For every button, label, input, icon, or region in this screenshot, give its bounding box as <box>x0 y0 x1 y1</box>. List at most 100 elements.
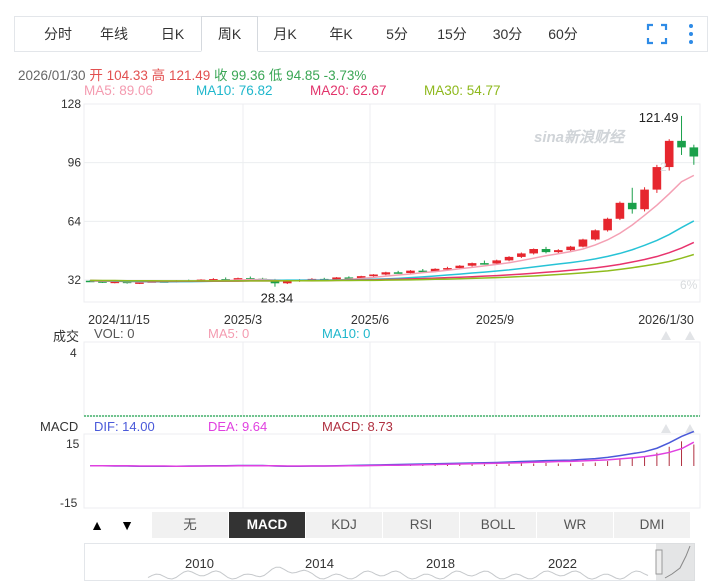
macd-y-tick-bottom: -15 <box>60 496 78 510</box>
candle-body-34 <box>504 256 514 261</box>
change-value: -3.73% <box>323 68 367 83</box>
candle-body-20 <box>332 277 341 280</box>
ma30-line <box>90 253 695 282</box>
close-value: 99.36 <box>231 68 266 83</box>
quote-row: 2026/01/30 开 104.33 高 121.49 收 99.36 低 9… <box>18 64 366 84</box>
candle-body-39 <box>566 246 575 251</box>
candle-body-40 <box>578 239 588 247</box>
tab-3[interactable]: 周K <box>201 16 258 52</box>
indicator-button-3[interactable]: RSI <box>383 512 460 538</box>
price-x-tick-3: 2025/9 <box>476 313 514 327</box>
fullscreen-icon <box>646 23 668 45</box>
candle-body-32 <box>480 263 489 265</box>
candle-body-1 <box>98 281 107 283</box>
open-label: 开 <box>89 68 103 83</box>
macd-y-tick-top: 15 <box>66 437 80 451</box>
candle-body-21 <box>344 277 354 279</box>
tab-5[interactable]: 年K <box>329 26 353 42</box>
candle-body-49 <box>689 147 699 157</box>
candle-body-35 <box>517 253 526 257</box>
candle-body-28 <box>430 268 440 272</box>
panel-arrow-icon-2 <box>661 424 671 433</box>
candle-body-25 <box>393 272 403 274</box>
price-x-tick-2: 2025/6 <box>351 313 389 327</box>
price-x-tick-1: 2025/3 <box>224 313 262 327</box>
max-price-label: 121.49 <box>639 110 679 125</box>
overview-history-line <box>147 566 649 580</box>
overview-navigator[interactable] <box>84 543 695 581</box>
price-y-tick-0: 128 <box>61 97 81 111</box>
panel-arrow-icon-0 <box>661 331 671 340</box>
scroll-up-button[interactable]: ▲ <box>90 517 104 533</box>
sina-watermark: sina新浪财经 <box>534 129 625 146</box>
tab-7[interactable]: 15分 <box>437 26 467 42</box>
candle-body-38 <box>554 250 563 253</box>
macd-plot-frame <box>83 433 701 509</box>
dif-legend: DIF: 14.00 <box>94 419 155 434</box>
overview-year-3: 2022 <box>548 556 577 571</box>
high-value: 121.49 <box>168 68 211 83</box>
candle-body-36 <box>529 249 538 254</box>
tab-6[interactable]: 5分 <box>386 26 408 42</box>
candle-body-44 <box>627 202 637 210</box>
indicator-button-6[interactable]: DMI <box>614 512 691 538</box>
min-price-label: 28.34 <box>261 291 294 306</box>
tab-2[interactable]: 日K <box>160 26 185 42</box>
price-y-tick-1: 96 <box>68 156 82 170</box>
overview-recent-line <box>664 545 691 579</box>
candle-body-41 <box>590 230 600 240</box>
candle-body-4 <box>135 282 144 284</box>
overview-left-handle <box>655 549 663 575</box>
tab-0[interactable]: 分时 <box>44 26 72 42</box>
candle-body-3 <box>122 281 132 284</box>
indicator-button-5[interactable]: WR <box>537 512 614 538</box>
candle-body-33 <box>492 260 502 264</box>
price-x-tick-4: 2026/1/30 <box>638 313 694 327</box>
panel-arrow-icon-3 <box>685 424 695 433</box>
macd-title: MACD <box>40 419 79 434</box>
vol-legend: VOL: 0 <box>94 326 135 341</box>
price-x-tick-0: 2024/11/15 <box>88 313 150 327</box>
high-label: 高 <box>151 68 166 83</box>
candle-body-16 <box>282 281 292 284</box>
candle-body-47 <box>664 140 674 168</box>
vol-ma10-legend: MA10: 0 <box>322 326 371 341</box>
indicator-button-4[interactable]: BOLL <box>460 512 537 538</box>
tab-8[interactable]: 30分 <box>492 26 523 42</box>
ma10-legend: MA10: 76.82 <box>196 83 273 98</box>
tab-9[interactable]: 60分 <box>548 26 578 42</box>
tab-1[interactable]: 年线 <box>100 26 128 42</box>
candle-body-37 <box>541 249 551 253</box>
indicator-button-1[interactable]: MACD <box>229 512 306 538</box>
volume-title: 成交 <box>53 329 80 344</box>
scroll-down-button[interactable]: ▼ <box>120 517 134 533</box>
volume-y-tick: 4 <box>70 346 77 360</box>
macd-legend: MACD: 8.73 <box>322 419 393 434</box>
open-value: 104.33 <box>106 68 148 83</box>
indicator-button-2[interactable]: KDJ <box>306 512 383 538</box>
overview-year-0: 2010 <box>185 556 214 571</box>
overview-year-1: 2014 <box>305 556 334 571</box>
candle-body-2 <box>110 281 120 284</box>
indicator-button-0[interactable]: 无 <box>152 512 229 538</box>
candle-body-46 <box>652 167 662 190</box>
candle-body-10 <box>209 279 218 281</box>
candle-body-42 <box>603 218 612 231</box>
fullscreen-button[interactable] <box>646 16 670 52</box>
price-y-tick-2: 64 <box>68 214 82 228</box>
low-value: 94.85 <box>286 68 320 83</box>
candle-body-30 <box>455 265 465 269</box>
ghost-price-label: 2 <box>660 160 667 174</box>
more-options-button[interactable] <box>684 16 698 52</box>
vol-ma5-legend: MA5: 0 <box>208 326 250 341</box>
candle-body-12 <box>233 278 243 281</box>
overview-year-2: 2018 <box>426 556 455 571</box>
tab-4[interactable]: 月K <box>273 26 297 42</box>
candle-body-31 <box>467 263 477 266</box>
candle-body-43 <box>615 202 625 219</box>
quote-date: 2026/01/30 <box>18 68 86 83</box>
dea-line <box>90 441 695 467</box>
ma30-legend: MA30: 54.77 <box>424 83 501 98</box>
panel-arrow-icon-1 <box>685 331 695 340</box>
